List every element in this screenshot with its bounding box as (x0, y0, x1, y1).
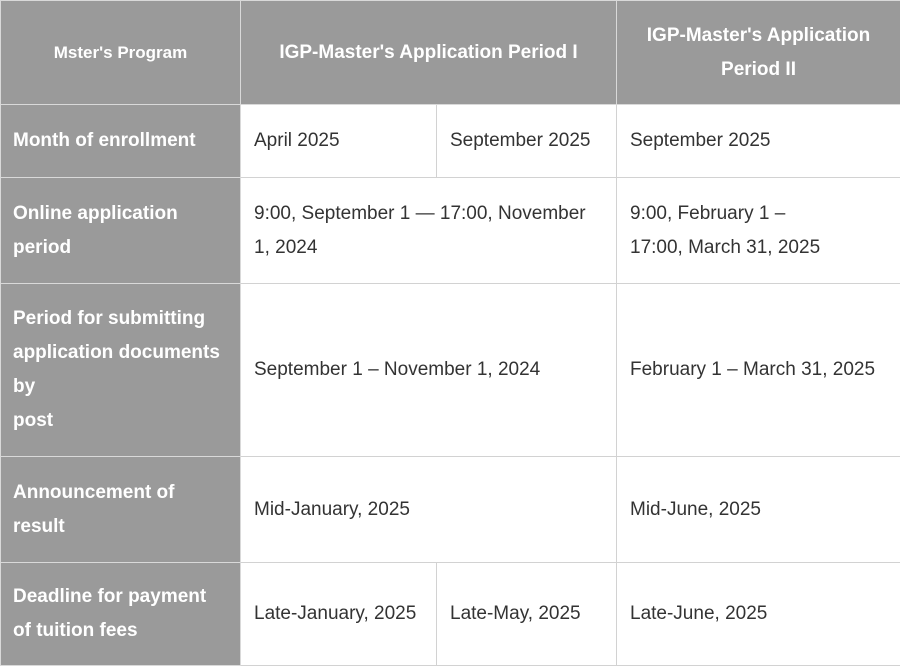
period2-enrollment-cell: September 2025 (617, 105, 900, 178)
header-period-2: IGP-Master's Application Period II (617, 1, 900, 105)
header-program: Mster's Program (1, 1, 241, 105)
table-row: Announcement of result Mid-January, 2025… (1, 457, 900, 563)
row-label-document-submission-text: Period for submitting application docume… (13, 308, 220, 397)
table-header-row: Mster's Program IGP-Master's Application… (1, 1, 900, 105)
period2-tuition-cell: Late-June, 2025 (617, 563, 900, 666)
period1-september-tuition-cell: Late-May, 2025 (437, 563, 617, 666)
period2-online-end: 17:00, March 31, 2025 (630, 237, 820, 258)
table-row: Month of enrollment April 2025 September… (1, 105, 900, 178)
table-row: Period for submitting application docume… (1, 284, 900, 457)
period1-april-cell: April 2025 (241, 105, 437, 178)
period1-online-application-cell: 9:00, September 1 — 17:00, November 1, 2… (241, 178, 617, 284)
row-label-result-announcement: Announcement of result (1, 457, 241, 563)
row-label-tuition-deadline: Deadline for payment of tuition fees (1, 563, 241, 666)
table-row: Online application period 9:00, Septembe… (1, 178, 900, 284)
period2-document-submission-cell: February 1 – March 31, 2025 (617, 284, 900, 457)
period2-online-start: 9:00, February 1 – (630, 203, 785, 224)
period1-april-tuition-cell: Late-January, 2025 (241, 563, 437, 666)
table-row: Deadline for payment of tuition fees Lat… (1, 563, 900, 666)
row-label-document-submission-post: post (13, 410, 53, 431)
period1-september-cell: September 2025 (437, 105, 617, 178)
row-label-document-submission: Period for submitting application docume… (1, 284, 241, 457)
row-label-online-application: Online application period (1, 178, 241, 284)
period2-result-cell: Mid-June, 2025 (617, 457, 900, 563)
period1-document-submission-cell: September 1 – November 1, 2024 (241, 284, 617, 457)
period1-result-cell: Mid-January, 2025 (241, 457, 617, 563)
header-period-1: IGP-Master's Application Period I (241, 1, 617, 105)
row-label-enrollment-month: Month of enrollment (1, 105, 241, 178)
period2-online-application-cell: 9:00, February 1 – 17:00, March 31, 2025 (617, 178, 900, 284)
